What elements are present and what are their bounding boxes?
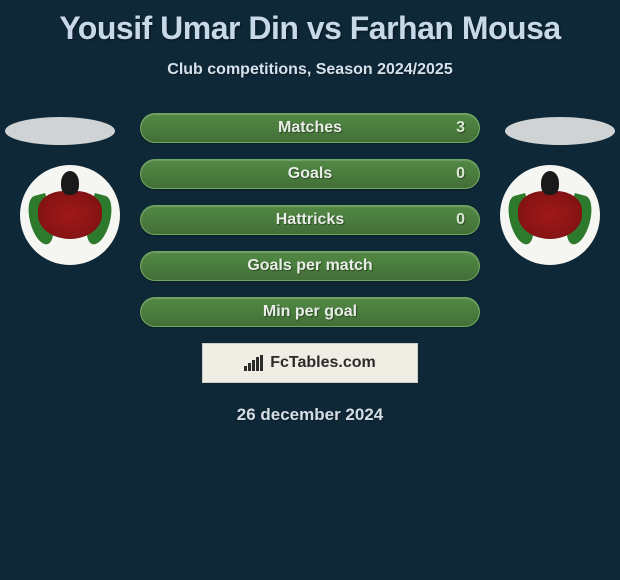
stat-label: Matches bbox=[278, 119, 342, 137]
stat-label: Goals per match bbox=[247, 257, 372, 275]
club-badge-left bbox=[20, 165, 120, 265]
stat-right-value: 0 bbox=[456, 211, 465, 229]
club-badge-right bbox=[500, 165, 600, 265]
chart-icon bbox=[244, 355, 264, 371]
stat-row-hattricks: Hattricks 0 bbox=[140, 205, 480, 235]
comparison-title: Yousif Umar Din vs Farhan Mousa bbox=[0, 0, 620, 47]
date-text: 26 december 2024 bbox=[0, 405, 620, 425]
player-avatar-right bbox=[505, 117, 615, 145]
stat-right-value: 3 bbox=[456, 119, 465, 137]
stat-label: Min per goal bbox=[263, 303, 357, 321]
comparison-subtitle: Club competitions, Season 2024/2025 bbox=[0, 61, 620, 79]
stat-row-goals: Goals 0 bbox=[140, 159, 480, 189]
stat-label: Hattricks bbox=[276, 211, 344, 229]
stat-row-matches: Matches 3 bbox=[140, 113, 480, 143]
stat-row-min-per-goal: Min per goal bbox=[140, 297, 480, 327]
stat-rows: Matches 3 Goals 0 Hattricks 0 Goals per … bbox=[140, 113, 480, 327]
watermark-text: FcTables.com bbox=[270, 354, 376, 372]
stats-container: Matches 3 Goals 0 Hattricks 0 Goals per … bbox=[0, 113, 620, 327]
watermark-box: FcTables.com bbox=[202, 343, 418, 383]
player-avatar-left bbox=[5, 117, 115, 145]
stat-label: Goals bbox=[288, 165, 332, 183]
stat-row-goals-per-match: Goals per match bbox=[140, 251, 480, 281]
stat-right-value: 0 bbox=[456, 165, 465, 183]
